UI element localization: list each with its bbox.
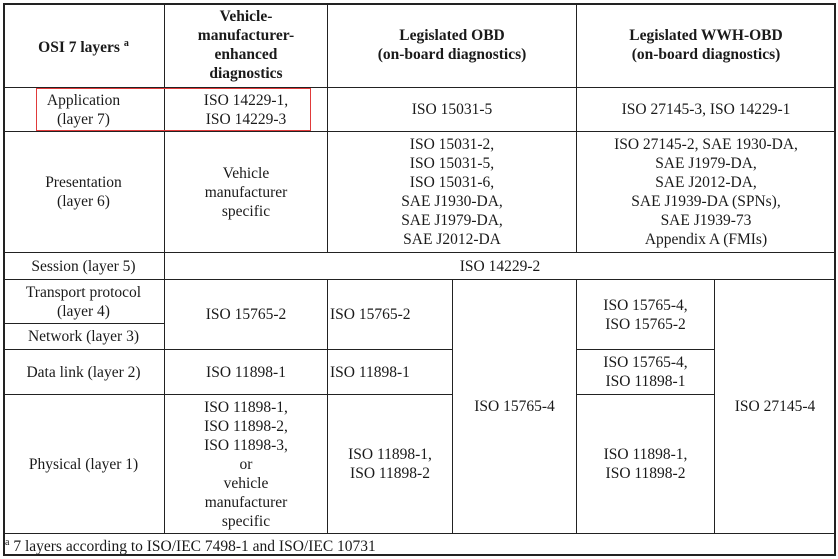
cell-application-obd: ISO 15031-5 (328, 88, 577, 132)
cell-physical-layer: Physical (layer 1) (3, 395, 165, 534)
cell-presentation-wwh: ISO 27145-2, SAE 1930-DA, SAE J1979-DA, … (577, 132, 836, 253)
cell-transport-network-wwh: ISO 15765-4, ISO 15765-2 (577, 280, 715, 350)
header-legislated-obd: Legislated OBD (on-board diagnostics) (328, 3, 577, 88)
cell-physical-wwh: ISO 11898-1, ISO 11898-2 (577, 395, 715, 534)
cell-datalink-obd: ISO 11898-1 (328, 350, 453, 395)
header-legislated-wwh-obd: Legislated WWH-OBD (on-board diagnostics… (577, 3, 836, 88)
cell-session-layer: Session (layer 5) (3, 253, 165, 280)
header-vehicle: Vehicle- manufacturer- enhanced diagnost… (165, 3, 328, 88)
cell-application-layer: Application (layer 7) (3, 88, 165, 132)
cell-network-layer: Network (layer 3) (3, 324, 165, 350)
cell-lower-obd-span: ISO 15765-4 (453, 280, 577, 534)
cell-transport-network-vehicle: ISO 15765-2 (165, 280, 328, 350)
cell-session-all: ISO 14229-2 (165, 253, 836, 280)
cell-transport-network-obd: ISO 15765-2 (328, 280, 453, 350)
header-osi-text: OSI 7 layers (38, 38, 120, 56)
cell-transport-layer: Transport protocol (layer 4) (3, 280, 165, 324)
cell-datalink-vehicle: ISO 11898-1 (165, 350, 328, 395)
cell-presentation-layer: Presentation (layer 6) (3, 132, 165, 253)
footnote: a 7 layers according to ISO/IEC 7498-1 a… (3, 534, 836, 556)
cell-presentation-obd: ISO 15031-2, ISO 15031-5, ISO 15031-6, S… (328, 132, 577, 253)
footnote-mark: a (5, 537, 10, 548)
cell-datalink-layer: Data link (layer 2) (3, 350, 165, 395)
cell-application-wwh: ISO 27145-3, ISO 14229-1 (577, 88, 836, 132)
cell-presentation-vehicle: Vehicle manufacturer specific (165, 132, 328, 253)
cell-physical-vehicle: ISO 11898-1, ISO 11898-2, ISO 11898-3, o… (165, 395, 328, 534)
header-osi-layers: OSI 7 layers a (3, 3, 165, 88)
footnote-text: 7 layers according to ISO/IEC 7498-1 and… (13, 538, 376, 555)
cell-application-vehicle: ISO 14229-1, ISO 14229-3 (165, 88, 328, 132)
cell-physical-obd: ISO 11898-1, ISO 11898-2 (328, 395, 453, 534)
cell-datalink-wwh: ISO 15765-4, ISO 11898-1 (577, 350, 715, 395)
footnote-mark: a (123, 37, 129, 49)
cell-lower-wwh-span: ISO 27145-4 (715, 280, 836, 534)
